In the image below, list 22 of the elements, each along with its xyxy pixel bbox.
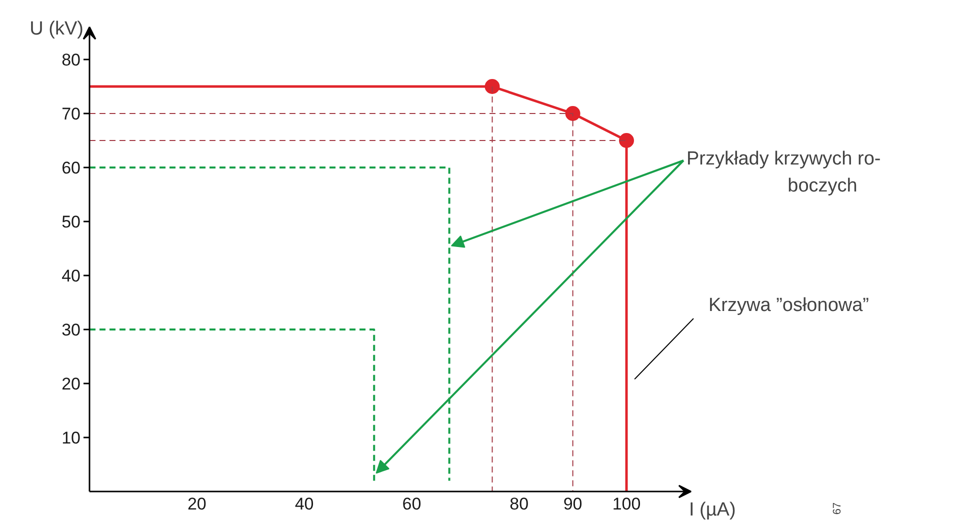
- y-axis-title: U (kV): [30, 18, 84, 40]
- y-tick-label: 30: [62, 320, 81, 340]
- y-tick-label: 20: [62, 374, 81, 394]
- x-tick-label: 40: [294, 494, 314, 514]
- text: 67: [832, 502, 844, 515]
- x-tick-label: 80: [510, 494, 529, 514]
- x-tick-label: 90: [563, 494, 582, 514]
- point: [565, 106, 580, 121]
- y-tick-label: 10: [62, 428, 81, 448]
- x-tick-label: 60: [402, 494, 422, 514]
- point: [619, 133, 634, 148]
- x-axis-title: I (µA): [688, 500, 736, 520]
- text: Krzywa ”osłonowa”: [708, 295, 869, 316]
- y-tick-label: 80: [62, 50, 81, 70]
- y-tick-label: 50: [62, 212, 81, 232]
- point: [484, 79, 500, 94]
- y-tick-label: 40: [62, 266, 81, 286]
- y-tick-label: 70: [62, 104, 81, 124]
- annotation: Przykłady krzywych ro- boczych: [686, 148, 881, 196]
- x-tick-label: 100: [612, 494, 641, 514]
- x-tick-label: 20: [187, 494, 206, 514]
- y-tick-label: 60: [62, 158, 81, 178]
